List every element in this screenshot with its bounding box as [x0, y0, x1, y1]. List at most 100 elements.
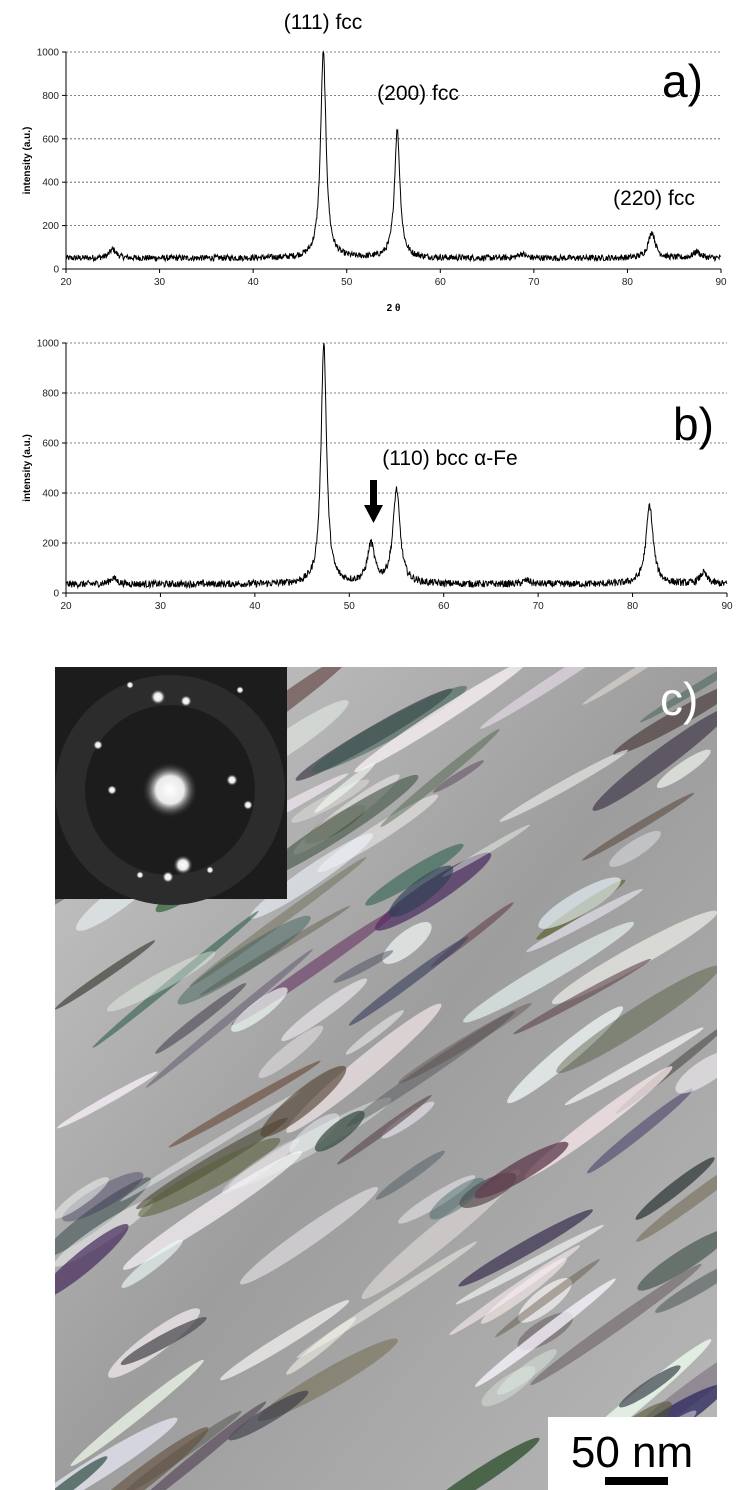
lath-shape	[463, 921, 635, 1023]
y-tick-label: 600	[42, 439, 59, 450]
chart-a-xlabel: 2 θ	[387, 303, 401, 314]
x-tick-label: 40	[248, 277, 260, 288]
y-tick-label: 600	[42, 134, 59, 145]
x-tick-label: 80	[627, 601, 639, 612]
chart-a-panel-label: a)	[662, 55, 703, 107]
lath-shape	[375, 1150, 445, 1200]
xrd-chart-a: 20 30 40 50 60 70 80 90 0 200 400 600 800 1000 2 θ in…	[22, 11, 727, 314]
chart-a-annotation-111: (111) fcc	[284, 11, 363, 34]
diffraction-spot	[226, 774, 238, 786]
x-tick-label: 30	[155, 601, 167, 612]
lath-shape	[432, 760, 484, 793]
y-tick-label: 1000	[37, 339, 60, 350]
lath-shape	[582, 667, 678, 705]
x-tick-label: 40	[249, 601, 261, 612]
lath-shape	[481, 1366, 536, 1407]
lath-shape	[106, 951, 216, 1012]
scale-bar: 50 nm	[548, 1417, 717, 1490]
lath-shape	[122, 1401, 267, 1490]
tem-panel-label: c)	[660, 673, 698, 725]
lath-shape	[656, 749, 711, 789]
lath-shape	[458, 1209, 593, 1287]
lath-shape	[55, 1177, 109, 1219]
lath-shape	[398, 1002, 532, 1084]
chart-a-annotation-220: (220) fcc	[613, 187, 695, 210]
lath-shape	[636, 1151, 717, 1242]
lath-shape	[145, 948, 313, 1088]
chart-b-panel-label: b)	[673, 398, 714, 450]
diffraction-spot	[206, 866, 214, 874]
lath-shape	[380, 729, 500, 827]
lath-shape	[239, 1187, 379, 1285]
lath-shape	[62, 1172, 144, 1222]
y-tick-label: 200	[42, 221, 59, 232]
diffraction-spot	[180, 695, 192, 707]
lath-shape	[365, 843, 464, 906]
x-tick-label: 60	[435, 277, 447, 288]
lath-shape	[398, 1175, 476, 1224]
lath-shape	[189, 856, 367, 987]
lath-shape	[155, 983, 247, 1054]
x-tick-label: 50	[341, 277, 353, 288]
y-tick-label: 400	[42, 489, 59, 500]
lath-shape	[587, 1088, 693, 1174]
chart-b-annotation-110: (110) bcc α-Fe	[382, 447, 517, 470]
lath-shape	[120, 1317, 207, 1365]
diffraction-spot	[236, 686, 244, 694]
lath-shape	[496, 1349, 557, 1395]
diffraction-spot	[150, 689, 166, 705]
arrow-down-icon	[364, 480, 383, 523]
x-tick-label: 20	[60, 277, 72, 288]
lath-shape	[286, 1317, 357, 1375]
y-tick-label: 0	[53, 589, 59, 600]
diffraction-spot	[162, 871, 174, 883]
y-tick-label: 400	[42, 178, 59, 189]
x-tick-label: 90	[721, 601, 733, 612]
lath-shape	[55, 1199, 155, 1267]
lath-shape	[289, 1113, 340, 1155]
lath-shape	[121, 1239, 183, 1288]
lath-shape	[55, 1456, 108, 1490]
diffraction-spot	[93, 740, 103, 750]
lath-shape	[530, 1263, 702, 1386]
lath-shape	[346, 1010, 516, 1127]
lath-shape	[314, 762, 375, 813]
x-tick-label: 70	[528, 277, 540, 288]
lath-shape	[442, 824, 530, 877]
lath-shape	[348, 936, 469, 1026]
x-tick-label: 20	[60, 601, 72, 612]
lath-shape	[337, 1095, 432, 1165]
chart-b-ylabel: intensity (a.u.)	[22, 434, 33, 502]
lath-shape	[168, 1060, 321, 1148]
chart-a-annotation-200: (200) fcc	[377, 82, 459, 105]
lath-shape	[499, 749, 629, 822]
y-tick-label: 1000	[37, 48, 60, 59]
diffraction-spot	[173, 855, 193, 875]
lath-shape	[255, 774, 419, 882]
lath-shape	[655, 1257, 717, 1313]
x-tick-label: 90	[715, 277, 727, 288]
lath-shape	[449, 1245, 581, 1336]
lath-shape	[556, 965, 717, 1074]
lath-shape	[413, 1437, 540, 1490]
lath-shape	[220, 1300, 350, 1381]
lath-shape	[382, 922, 432, 964]
lath-shape	[637, 1228, 717, 1291]
y-tick-label: 200	[42, 539, 59, 550]
x-tick-label: 60	[438, 601, 450, 612]
chart-a-grid	[66, 51, 721, 227]
lath-shape	[345, 1010, 404, 1055]
lath-shape	[228, 1390, 309, 1441]
x-tick-label: 70	[533, 601, 545, 612]
y-tick-label: 800	[42, 91, 59, 102]
diffraction-spot	[243, 800, 253, 810]
lath-shape	[518, 1278, 572, 1323]
lath-shape	[429, 1177, 485, 1220]
lath-shape	[333, 950, 394, 983]
lath-shape	[55, 1177, 151, 1258]
y-tick-label: 0	[53, 265, 59, 276]
lath-shape	[63, 1427, 209, 1490]
lath-shape	[455, 1224, 604, 1305]
lath-shape	[381, 1101, 435, 1139]
